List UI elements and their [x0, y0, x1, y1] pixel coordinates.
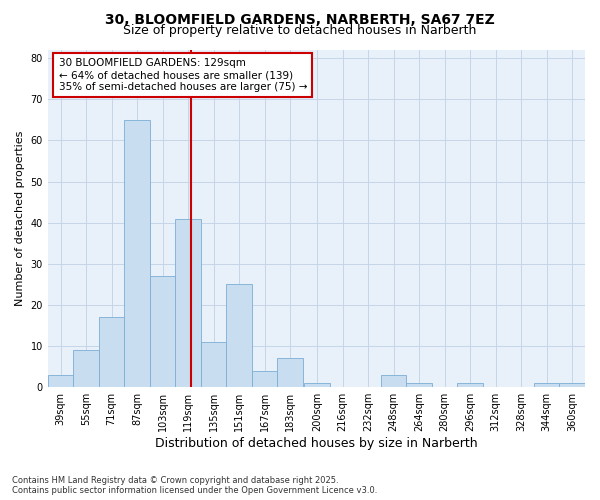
Bar [124, 120, 150, 387]
Text: Size of property relative to detached houses in Narberth: Size of property relative to detached ho… [124, 24, 476, 37]
Bar [381, 375, 406, 387]
Bar [277, 358, 303, 387]
Y-axis label: Number of detached properties: Number of detached properties [15, 131, 25, 306]
Bar [406, 383, 432, 387]
Bar [559, 383, 585, 387]
Text: 30 BLOOMFIELD GARDENS: 129sqm
← 64% of detached houses are smaller (139)
35% of : 30 BLOOMFIELD GARDENS: 129sqm ← 64% of d… [59, 58, 307, 92]
Text: Contains HM Land Registry data © Crown copyright and database right 2025.
Contai: Contains HM Land Registry data © Crown c… [12, 476, 377, 495]
Bar [201, 342, 226, 387]
Bar [175, 218, 201, 387]
Bar [226, 284, 252, 387]
Text: 30, BLOOMFIELD GARDENS, NARBERTH, SA67 7EZ: 30, BLOOMFIELD GARDENS, NARBERTH, SA67 7… [105, 12, 495, 26]
Bar [48, 375, 73, 387]
X-axis label: Distribution of detached houses by size in Narberth: Distribution of detached houses by size … [155, 437, 478, 450]
Bar [252, 371, 277, 387]
Bar [534, 383, 559, 387]
Bar [457, 383, 483, 387]
Bar [304, 383, 330, 387]
Bar [73, 350, 99, 387]
Bar [99, 318, 124, 387]
Bar [150, 276, 175, 387]
